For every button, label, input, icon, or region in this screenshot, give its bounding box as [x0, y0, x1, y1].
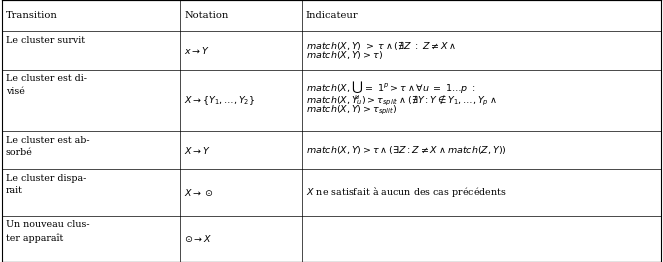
- Text: Le cluster est di-
visé: Le cluster est di- visé: [6, 74, 87, 96]
- Text: Un nouveau clus-
ter apparaît: Un nouveau clus- ter apparaît: [6, 220, 90, 243]
- Text: Indicateur: Indicateur: [306, 11, 358, 20]
- Text: $match(X,Y)>\tau\wedge(\exists Z:Z\neq X\wedge match(Z,Y))$: $match(X,Y)>\tau\wedge(\exists Z:Z\neq X…: [306, 144, 507, 156]
- Text: Le cluster survit: Le cluster survit: [6, 36, 85, 45]
- Text: $match(X,Y)\;>\;\tau \wedge (\nexists Z\;:\;Z \neq X \wedge$: $match(X,Y)\;>\;\tau \wedge (\nexists Z\…: [306, 39, 456, 52]
- Text: $X \rightarrow \{Y_1,\ldots,Y_2\}$: $X \rightarrow \{Y_1,\ldots,Y_2\}$: [184, 94, 256, 107]
- Text: $match(X,Y) > \tau_{split})$: $match(X,Y) > \tau_{split})$: [306, 104, 397, 117]
- Text: Notation: Notation: [184, 11, 229, 20]
- Text: $X \rightarrow Y$: $X \rightarrow Y$: [184, 145, 211, 156]
- Text: $x \rightarrow Y$: $x \rightarrow Y$: [184, 45, 210, 56]
- Text: $match(X,\bigcup_{u}\;=\;1^p > \tau \wedge \forall u\;=\;1{\ldots}p\;:$: $match(X,\bigcup_{u}\;=\;1^p > \tau \wed…: [306, 79, 475, 102]
- Text: Le cluster dispa-
rait: Le cluster dispa- rait: [6, 174, 86, 195]
- Text: $\odot \rightarrow X$: $\odot \rightarrow X$: [184, 233, 213, 244]
- Text: $match(X,Y_u) > \tau_{split} \wedge (\nexists Y : Y \notin Y_1,\ldots,Y_p \wedge: $match(X,Y_u) > \tau_{split} \wedge (\ne…: [306, 94, 497, 107]
- Text: Transition: Transition: [6, 11, 58, 20]
- Text: $match(X,Y)>\tau)$: $match(X,Y)>\tau)$: [306, 49, 383, 61]
- Text: $X \rightarrow \odot$: $X \rightarrow \odot$: [184, 187, 214, 198]
- Text: $X$ ne satisfait à aucun des cas précédents: $X$ ne satisfait à aucun des cas précéde…: [306, 185, 507, 199]
- Text: Le cluster est ab-
sorbé: Le cluster est ab- sorbé: [6, 136, 90, 157]
